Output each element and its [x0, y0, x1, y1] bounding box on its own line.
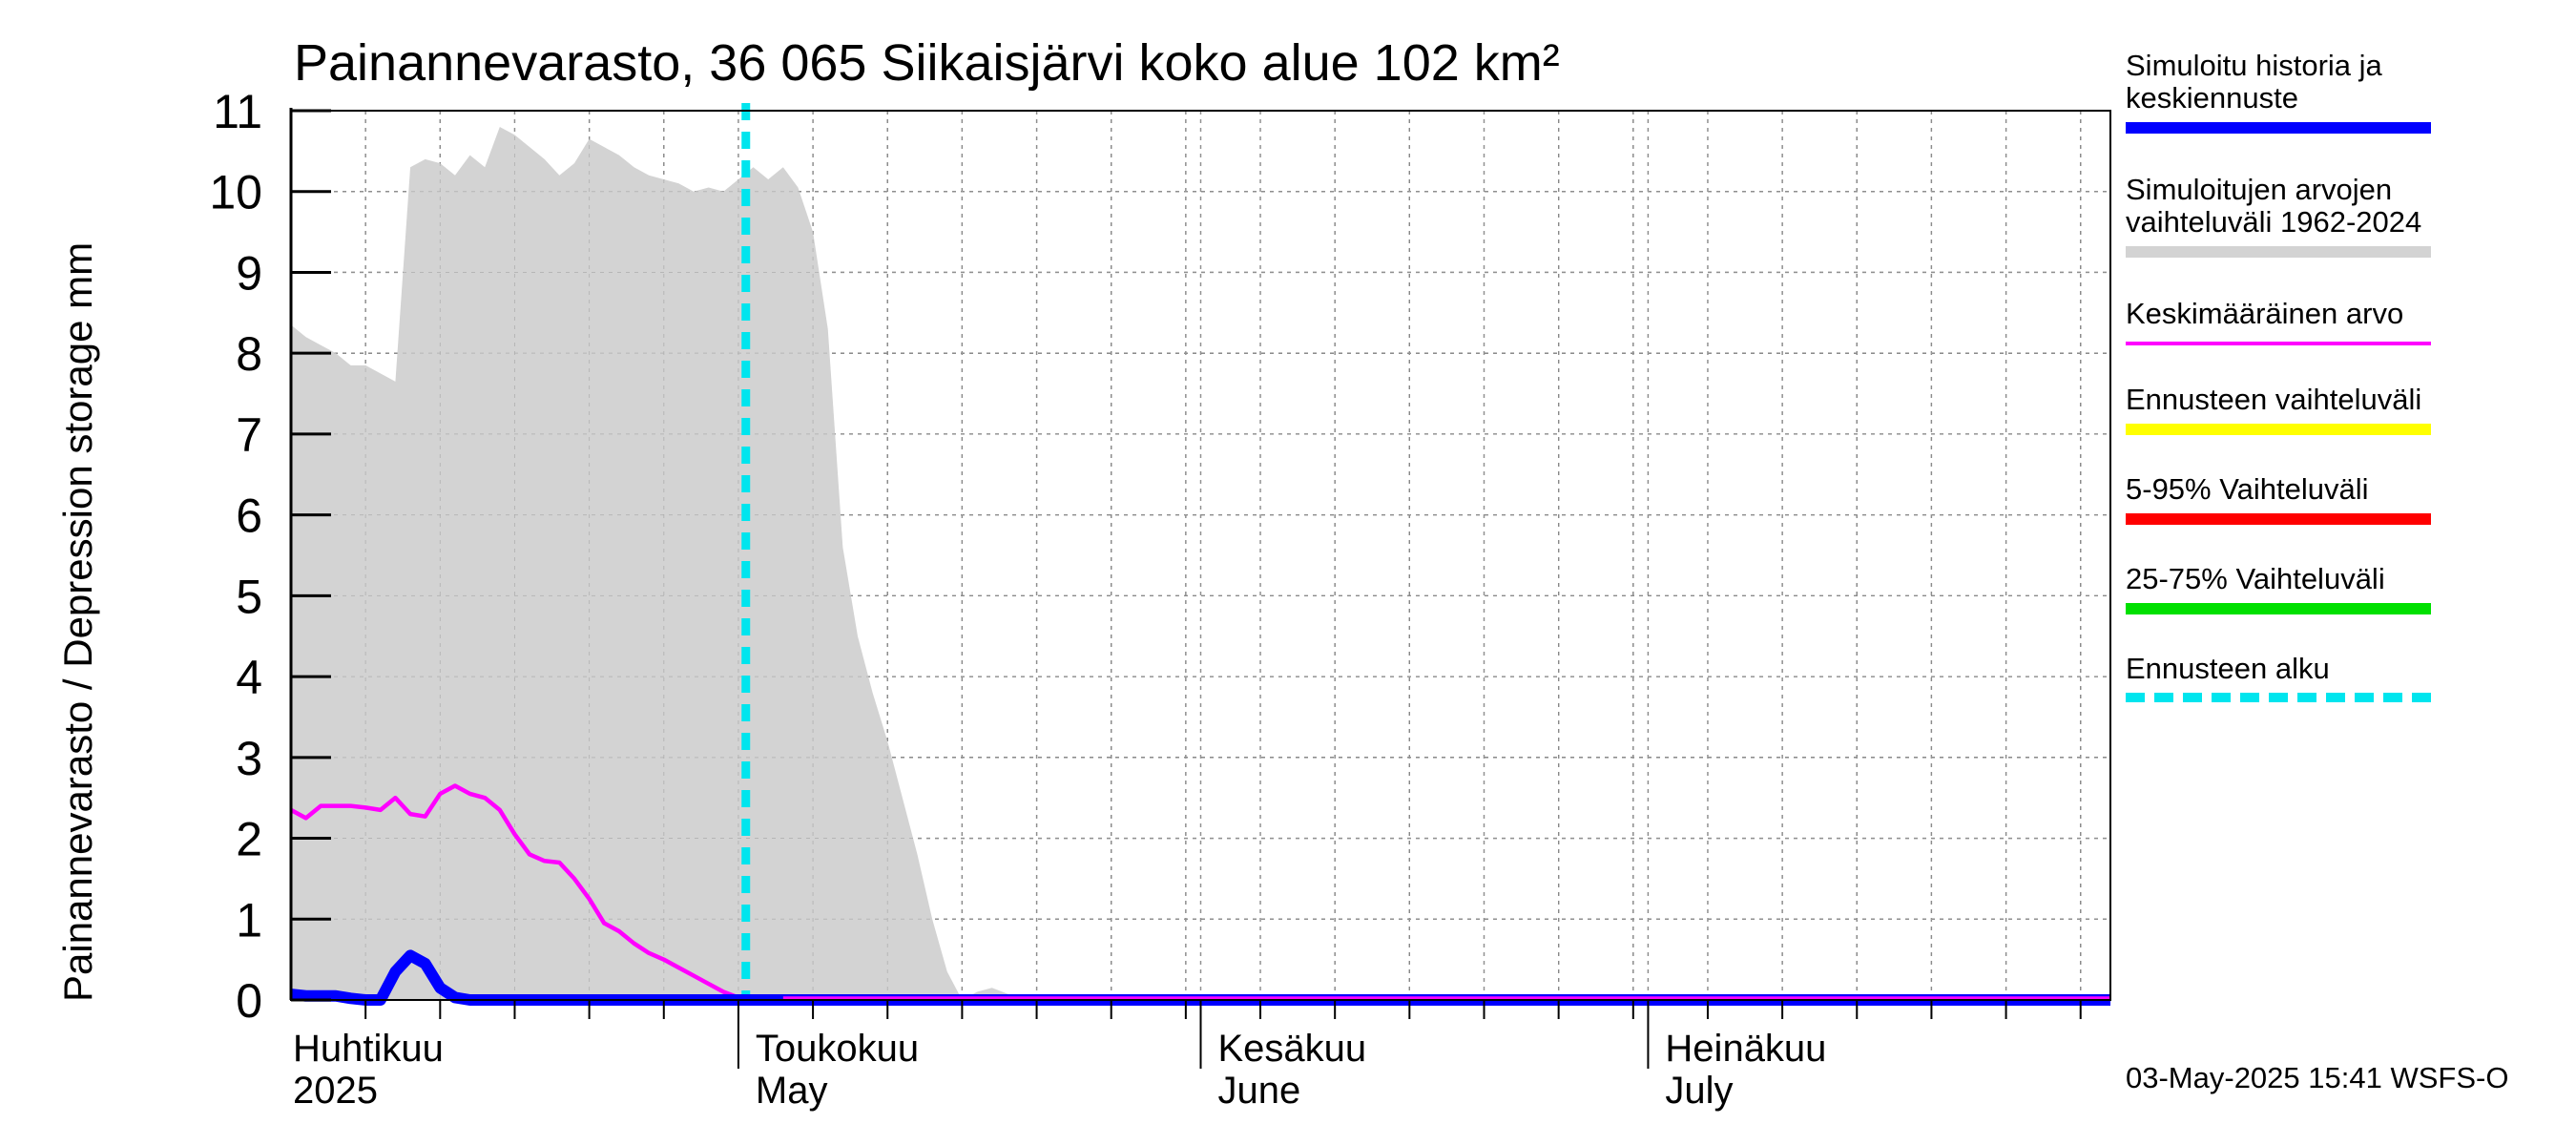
legend-label: Simuloitu historia ja keskiennuste — [2126, 49, 2382, 114]
y-tick-label: 5 — [236, 570, 262, 623]
legend-swatch — [2126, 122, 2431, 134]
x-month-sublabel: June — [1218, 1070, 1301, 1112]
legend-swatch — [2126, 246, 2431, 258]
y-tick-label: 6 — [236, 489, 262, 543]
y-tick-label: 3 — [236, 732, 262, 785]
x-month-sublabel: May — [756, 1070, 828, 1112]
legend-item: Simuloitu historia ja keskiennuste — [2126, 50, 2545, 134]
y-axis-label: Painannevarasto / Depression storage mm — [55, 242, 100, 1002]
x-month-label: Huhtikuu — [293, 1028, 444, 1070]
legend-label: 25-75% Vaihteluväli — [2126, 562, 2385, 595]
y-tick-label: 1 — [236, 893, 262, 947]
y-tick-label: 4 — [236, 651, 262, 704]
legend-item: Keskimääräinen arvo — [2126, 298, 2545, 345]
legend-item: 5-95% Vaihteluväli — [2126, 473, 2545, 525]
legend-label: Simuloitujen arvojen vaihteluväli 1962-2… — [2126, 173, 2422, 239]
y-tick-label: 7 — [236, 408, 262, 462]
legend-swatch — [2126, 424, 2431, 435]
legend-label: Ennusteen alku — [2126, 652, 2330, 685]
x-month-sublabel: 2025 — [293, 1070, 378, 1112]
legend-label: Keskimääräinen arvo — [2126, 297, 2404, 330]
legend-item: Simuloitujen arvojen vaihteluväli 1962-2… — [2126, 174, 2545, 258]
y-tick-label: 0 — [236, 974, 262, 1028]
legend-label: 5-95% Vaihteluväli — [2126, 472, 2369, 506]
legend-item: Ennusteen vaihteluväli — [2126, 384, 2545, 435]
x-month-label: Kesäkuu — [1218, 1028, 1367, 1070]
x-month-label: Toukokuu — [756, 1028, 919, 1070]
legend-swatch — [2126, 693, 2431, 702]
legend-item: 25-75% Vaihteluväli — [2126, 563, 2545, 614]
x-month-sublabel: July — [1665, 1070, 1733, 1112]
y-tick-label: 11 — [213, 85, 262, 138]
legend: Simuloitu historia ja keskiennuste Simulo… — [2126, 50, 2545, 702]
timestamp: 03-May-2025 15:41 WSFS-O — [2126, 1061, 2509, 1094]
grid-overlay — [291, 110, 2110, 1000]
chart-title: Painannevarasto, 36 065 Siikaisjärvi kok… — [294, 34, 1560, 92]
legend-swatch — [2126, 603, 2431, 614]
y-tick-label: 2 — [236, 813, 262, 866]
y-tick-label: 9 — [236, 246, 262, 300]
legend-item: Ennusteen alku — [2126, 653, 2545, 702]
legend-swatch — [2126, 342, 2431, 345]
legend-swatch — [2126, 513, 2431, 525]
y-tick-label: 8 — [236, 327, 262, 381]
x-month-label: Heinäkuu — [1665, 1028, 1826, 1070]
legend-label: Ennusteen vaihteluväli — [2126, 383, 2422, 416]
y-tick-label: 10 — [209, 166, 262, 219]
mean-value-line — [289, 783, 2110, 1001]
